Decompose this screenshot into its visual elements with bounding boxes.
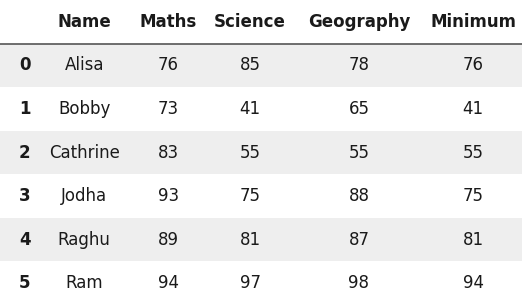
Text: 98: 98 bbox=[348, 274, 370, 292]
Text: 78: 78 bbox=[348, 56, 370, 74]
Text: 93: 93 bbox=[158, 187, 179, 205]
Text: Jodha: Jodha bbox=[61, 187, 108, 205]
Bar bbox=[0, 131, 522, 174]
Text: 41: 41 bbox=[240, 100, 260, 118]
Text: 97: 97 bbox=[240, 274, 260, 292]
Text: Raghu: Raghu bbox=[58, 231, 111, 249]
Text: 75: 75 bbox=[462, 187, 483, 205]
Text: Bobby: Bobby bbox=[58, 100, 111, 118]
Text: 87: 87 bbox=[348, 231, 370, 249]
Text: Maths: Maths bbox=[140, 13, 197, 31]
Text: 75: 75 bbox=[240, 187, 260, 205]
Text: 2: 2 bbox=[19, 143, 31, 162]
Bar bbox=[0, 44, 522, 87]
Text: Geography: Geography bbox=[307, 13, 410, 31]
Text: 94: 94 bbox=[158, 274, 179, 292]
Text: 88: 88 bbox=[348, 187, 370, 205]
Text: 55: 55 bbox=[348, 143, 370, 162]
Text: Ram: Ram bbox=[65, 274, 103, 292]
Text: 81: 81 bbox=[462, 231, 483, 249]
Text: 65: 65 bbox=[348, 100, 370, 118]
Text: 83: 83 bbox=[158, 143, 179, 162]
Text: 3: 3 bbox=[19, 187, 31, 205]
Bar bbox=[0, 261, 522, 305]
Text: 85: 85 bbox=[240, 56, 260, 74]
Bar bbox=[0, 0, 522, 44]
Bar bbox=[0, 87, 522, 131]
Text: 5: 5 bbox=[19, 274, 30, 292]
Text: Alisa: Alisa bbox=[65, 56, 104, 74]
Text: 94: 94 bbox=[462, 274, 483, 292]
Text: 1: 1 bbox=[19, 100, 30, 118]
Text: 73: 73 bbox=[158, 100, 179, 118]
Text: 81: 81 bbox=[240, 231, 260, 249]
Text: 55: 55 bbox=[462, 143, 483, 162]
Text: 76: 76 bbox=[158, 56, 179, 74]
Text: Minimum: Minimum bbox=[430, 13, 516, 31]
Text: 76: 76 bbox=[462, 56, 483, 74]
Text: 41: 41 bbox=[462, 100, 483, 118]
Text: Name: Name bbox=[57, 13, 111, 31]
Text: Science: Science bbox=[214, 13, 286, 31]
Text: 4: 4 bbox=[19, 231, 31, 249]
Text: 89: 89 bbox=[158, 231, 179, 249]
Text: 0: 0 bbox=[19, 56, 30, 74]
Bar bbox=[0, 218, 522, 261]
Text: Cathrine: Cathrine bbox=[49, 143, 120, 162]
Text: 55: 55 bbox=[240, 143, 260, 162]
Bar bbox=[0, 174, 522, 218]
